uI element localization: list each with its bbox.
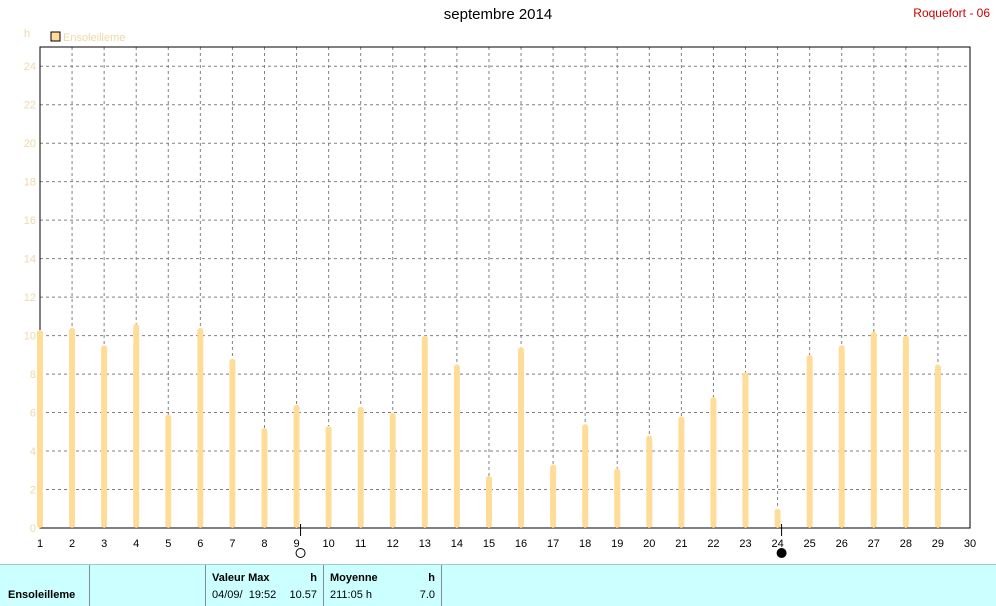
y-tick-label: 6: [30, 408, 36, 420]
avg-unit: h: [428, 572, 435, 584]
chart-title: septembre 2014: [443, 6, 553, 23]
bar: [806, 354, 813, 528]
x-tick-label: 1: [37, 538, 43, 550]
station-name: Roquefort - 06: [913, 6, 990, 20]
bar: [742, 372, 749, 528]
plot-area: [39, 46, 971, 529]
bar: [710, 397, 717, 528]
x-tick-label: 12: [387, 538, 399, 550]
x-tick-label: 29: [932, 538, 944, 550]
x-tick-label: 3: [101, 538, 107, 550]
bar: [902, 335, 909, 528]
bar: [518, 347, 525, 528]
x-tick-label: 24: [771, 538, 783, 550]
bar: [293, 404, 300, 528]
x-tick-label: 25: [804, 538, 816, 550]
x-tick-label: 23: [739, 538, 751, 550]
bar: [614, 468, 621, 528]
full-moon-icon: [295, 548, 306, 558]
x-tick-label: 7: [229, 538, 235, 550]
x-tick-label: 18: [579, 538, 591, 550]
x-tick-label: 4: [133, 538, 139, 550]
bar: [485, 476, 492, 528]
x-tick-label: 6: [197, 538, 203, 550]
info-avg-cell: Moyenne h 211:05 h 7.0: [324, 565, 442, 606]
y-tick-label: 18: [24, 177, 36, 189]
info-max-cell: Valeur Max h 04/09/ 19:52 10.57: [206, 565, 324, 606]
avg-value: 7.0: [419, 589, 435, 601]
bar: [197, 327, 204, 528]
info-series-cell: Ensoleilleme: [0, 565, 90, 606]
x-tick-label: 17: [547, 538, 559, 550]
x-tick-label: 21: [675, 538, 687, 550]
x-tick-label: 13: [419, 538, 431, 550]
bar: [261, 427, 268, 528]
x-tick-label: 8: [261, 538, 267, 550]
bar: [934, 364, 941, 528]
y-tick-label: 4: [30, 446, 36, 458]
y-tick-label: 10: [24, 331, 36, 343]
bar: [646, 435, 653, 528]
x-tick-label: 15: [483, 538, 495, 550]
bar: [421, 335, 428, 528]
y-tick-label: 0: [30, 523, 36, 535]
bar: [389, 412, 396, 528]
new-moon-icon: [776, 548, 787, 558]
bar: [101, 345, 108, 528]
bar: [133, 324, 140, 528]
y-tick-label: 2: [30, 485, 36, 497]
max-unit: h: [310, 572, 317, 584]
x-tick-label: 28: [900, 538, 912, 550]
x-tick-label: 14: [451, 538, 463, 550]
y-tick-label: 24: [24, 61, 36, 73]
y-tick-label: 8: [30, 369, 36, 381]
x-tick-label: 30: [964, 538, 976, 550]
max-header: Valeur Max: [212, 572, 270, 584]
x-tick-label: 27: [868, 538, 880, 550]
bar: [870, 331, 877, 528]
bar: [838, 345, 845, 528]
legend-label: Ensoleilleme: [63, 32, 125, 44]
max-date: 04/09/ 19:52: [212, 589, 277, 601]
x-tick-label: 5: [165, 538, 171, 550]
x-tick-label: 26: [836, 538, 848, 550]
bar: [678, 416, 685, 528]
bar: [69, 327, 76, 528]
info-series-label: Ensoleilleme: [8, 589, 76, 601]
bar: [357, 406, 364, 528]
bar: [229, 358, 236, 528]
bar: [550, 464, 557, 528]
bar: [325, 426, 332, 528]
y-tick-label: 12: [24, 292, 36, 304]
y-tick-label: 22: [24, 100, 36, 112]
x-tick-label: 10: [322, 538, 334, 550]
avg-header: Moyenne: [330, 572, 378, 584]
x-tick-label: 16: [515, 538, 527, 550]
y-tick-label: 16: [24, 215, 36, 227]
x-tick-label: 20: [643, 538, 655, 550]
max-value: 10.57: [289, 589, 317, 601]
x-tick-label: 19: [611, 538, 623, 550]
bar: [774, 508, 781, 528]
y-axis-label: h: [24, 28, 30, 40]
x-tick-label: 22: [707, 538, 719, 550]
legend-swatch: [50, 31, 61, 42]
x-tick-label: 9: [293, 538, 299, 550]
bar: [165, 414, 172, 528]
x-tick-label: 2: [69, 538, 75, 550]
y-tick-label: 14: [24, 254, 36, 266]
y-tick-label: 20: [24, 138, 36, 150]
bar: [453, 364, 460, 528]
info-empty-cell: [90, 565, 206, 606]
bar: [582, 424, 589, 528]
info-bar: Ensoleilleme Valeur Max h 04/09/ 19:52 1…: [0, 564, 996, 606]
x-tick-label: 11: [355, 538, 366, 550]
avg-total: 211:05 h: [330, 589, 373, 601]
bar: [37, 329, 43, 528]
